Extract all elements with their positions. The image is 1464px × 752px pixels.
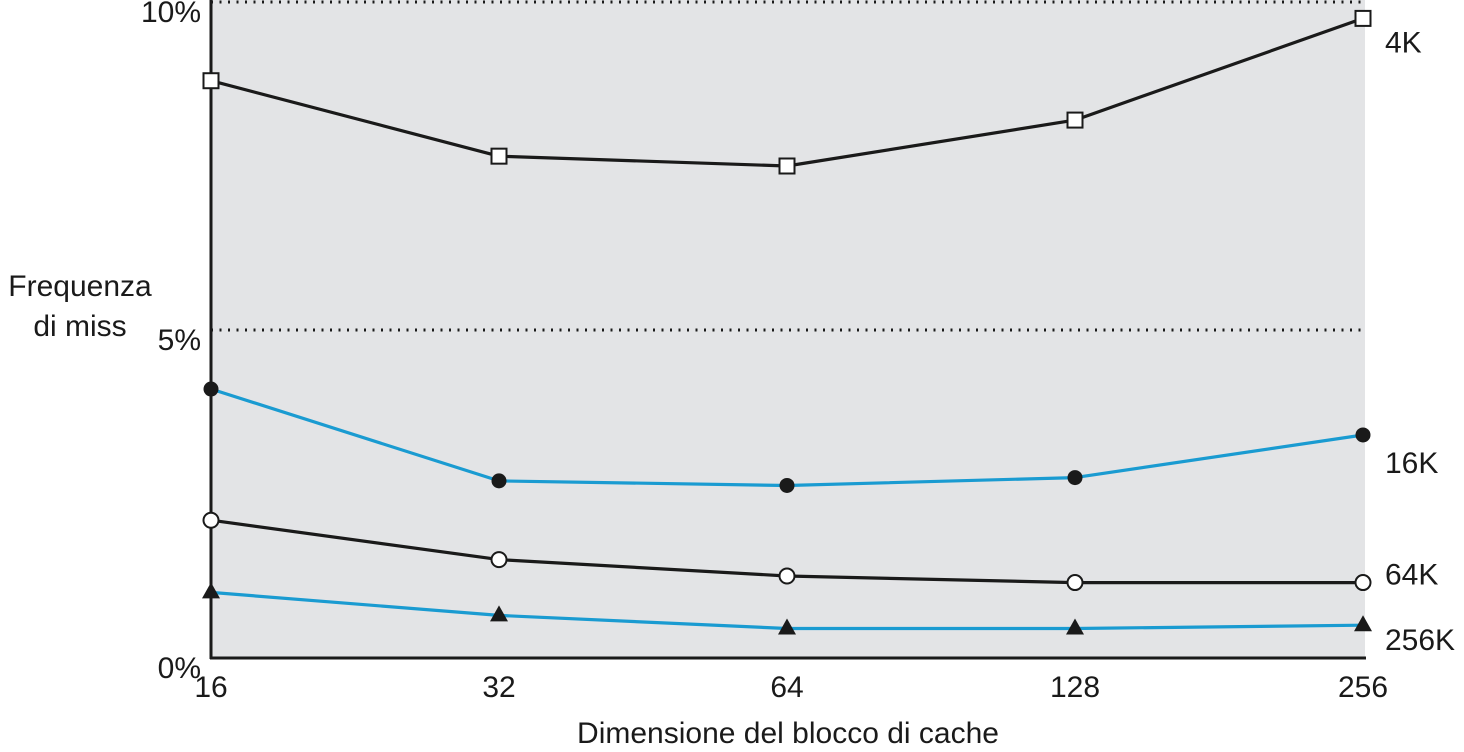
data-point-16K-128	[1067, 470, 1083, 486]
x-axis-title: Dimensione del blocco di cache	[577, 717, 999, 750]
x-tick-label-0: 16	[194, 671, 227, 704]
data-point-64K-64	[778, 567, 796, 585]
data-point-16K-16	[203, 381, 219, 397]
y-tick-label-1: 5%	[158, 324, 201, 357]
y-axis-title-line2: di miss	[33, 310, 126, 343]
data-point-16K-64	[779, 477, 795, 493]
data-point-256K-32	[490, 605, 508, 622]
data-point-16K-256	[1355, 427, 1371, 443]
data-point-4K-256	[1354, 9, 1372, 27]
data-point-4K-16	[202, 72, 220, 90]
plot-area	[211, 0, 1365, 658]
data-point-256K-16	[202, 582, 220, 599]
data-point-64K-128	[1066, 574, 1084, 592]
series-label-4K: 4K	[1385, 26, 1422, 59]
data-point-64K-32	[490, 551, 508, 569]
data-point-4K-64	[778, 157, 796, 175]
x-tick-label-1: 32	[482, 671, 515, 704]
data-point-64K-256	[1354, 574, 1372, 592]
data-point-256K-256	[1354, 615, 1372, 632]
y-axis-title-line1: Frequenza	[8, 270, 152, 303]
gridlines	[211, 0, 1366, 332]
y-tick-label-0: 0%	[158, 652, 201, 685]
series-group	[202, 9, 1372, 635]
series-label-256K: 256K	[1385, 624, 1455, 657]
series-4K	[202, 9, 1372, 175]
x-tick-label-3: 128	[1050, 671, 1100, 704]
series-256K	[202, 582, 1372, 635]
data-point-4K-128	[1066, 111, 1084, 129]
data-point-256K-64	[778, 618, 796, 635]
x-tick-labels: 16 32 64 128 256	[194, 671, 1388, 704]
series-64K	[202, 511, 1372, 592]
y-tick-labels: 0% 5% 10%	[141, 0, 201, 685]
series-16K	[203, 381, 1371, 493]
data-point-64K-16	[202, 511, 220, 529]
series-labels: 4K 16K 64K 256K	[1385, 26, 1455, 657]
x-tick-label-4: 256	[1338, 671, 1388, 704]
data-point-16K-32	[491, 473, 507, 489]
data-point-256K-128	[1066, 618, 1084, 635]
series-label-16K: 16K	[1385, 447, 1438, 480]
x-tick-label-2: 64	[770, 671, 803, 704]
series-label-64K: 64K	[1385, 559, 1438, 592]
data-point-4K-32	[490, 147, 508, 165]
y-tick-label-2: 10%	[141, 0, 201, 29]
